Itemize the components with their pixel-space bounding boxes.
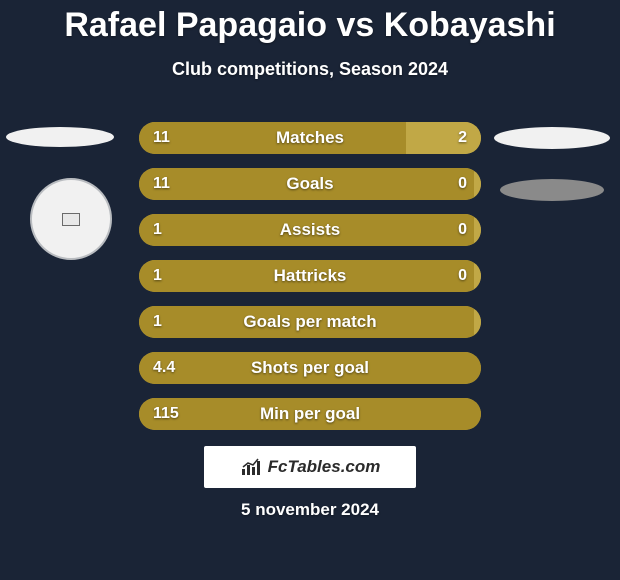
player-avatar-left: [30, 178, 112, 260]
stat-bar: 10Assists: [139, 214, 481, 246]
stat-bar: 115Min per goal: [139, 398, 481, 430]
date-label: 5 november 2024: [0, 500, 620, 520]
bar-right-fill: [474, 168, 481, 200]
left-top-ellipse: [6, 127, 114, 147]
bar-left-fill: [139, 214, 474, 246]
stat-bar: 112Matches: [139, 122, 481, 154]
stat-bar: 1Goals per match: [139, 306, 481, 338]
bar-left-fill: [139, 168, 474, 200]
page-title: Rafael Papagaio vs Kobayashi: [0, 0, 620, 45]
bar-right-fill: [474, 306, 481, 338]
bar-right-fill: [474, 260, 481, 292]
right-bottom-ellipse: [500, 179, 604, 201]
bar-left-fill: [139, 398, 481, 430]
bar-left-fill: [139, 260, 474, 292]
fctables-logo: FcTables.com: [204, 446, 416, 488]
bar-right-fill: [474, 214, 481, 246]
bar-left-fill: [139, 122, 406, 154]
stat-bar: 4.4Shots per goal: [139, 352, 481, 384]
subtitle: Club competitions, Season 2024: [0, 59, 620, 80]
stat-bar: 110Goals: [139, 168, 481, 200]
logo-text: FcTables.com: [268, 457, 381, 477]
bar-left-fill: [139, 352, 481, 384]
stat-bar: 10Hattricks: [139, 260, 481, 292]
bar-right-fill: [406, 122, 481, 154]
chart-icon: [240, 457, 264, 477]
flag-icon: [62, 213, 80, 226]
comparison-bars: 112Matches 110Goals 10Assists 10Hattricks 1G…: [139, 122, 481, 444]
bar-left-fill: [139, 306, 474, 338]
right-top-ellipse: [494, 127, 610, 149]
